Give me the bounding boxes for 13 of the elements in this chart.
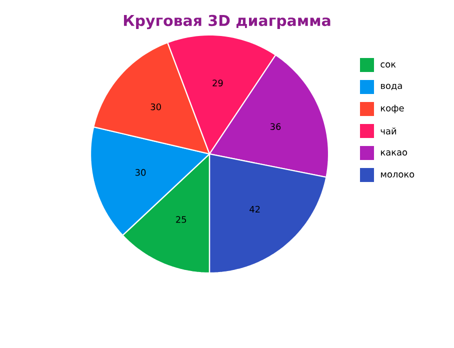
data-label: 42 (250, 206, 260, 212)
data-label: 30 (150, 103, 161, 110)
data-label: 36 (270, 123, 281, 130)
data-label: 29 (212, 80, 223, 86)
data-label: 30 (136, 169, 146, 176)
legend-label: вода (381, 84, 402, 90)
legend-label: какао (381, 150, 408, 156)
data-label: 25 (176, 216, 186, 223)
legend-label: сок (380, 62, 396, 68)
legend-label: чай (380, 128, 396, 134)
chart-title: Круговая 3D диаграмма (124, 14, 330, 30)
legend-label: молоко (381, 172, 414, 178)
legend-label: кофе (381, 104, 404, 114)
